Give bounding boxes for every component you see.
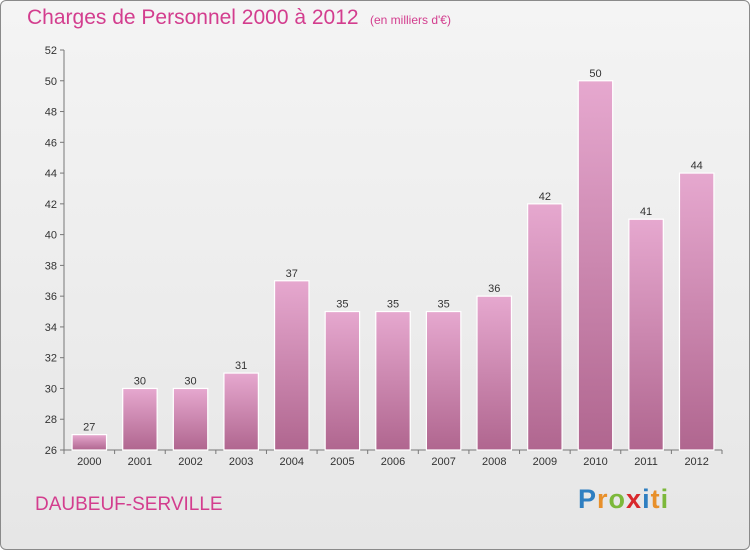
- x-tick-label: 2000: [77, 456, 101, 468]
- y-tick-label: 48: [45, 107, 57, 119]
- logo-letter: r: [597, 484, 609, 514]
- data-label: 35: [336, 299, 348, 311]
- x-tick-label: 2006: [381, 456, 405, 468]
- logo-letter: o: [608, 484, 627, 514]
- logo-letter: P: [578, 484, 598, 514]
- x-tick-label: 2005: [330, 456, 354, 468]
- bar: [678, 172, 715, 451]
- bar: [425, 310, 462, 451]
- y-tick-label: 40: [45, 230, 57, 242]
- y-axis: 26 28 30 32 34 36 38 40 42 44 46 48 50 52: [45, 45, 65, 457]
- bar: [324, 310, 361, 451]
- y-tick-label: 38: [45, 260, 57, 272]
- logo-letter: t: [650, 484, 661, 514]
- x-tick-label: 2004: [280, 456, 304, 468]
- bar: [223, 372, 259, 451]
- y-tick-label: 52: [45, 45, 57, 57]
- data-label: 30: [134, 375, 146, 387]
- bar: [527, 203, 563, 451]
- data-label: 50: [589, 68, 601, 80]
- x-tick-label: 2003: [229, 456, 253, 468]
- y-tick-label: 46: [45, 137, 57, 149]
- chart-title: Charges de Personnel 2000 à 2012: [27, 6, 359, 29]
- y-tick-label: 32: [45, 353, 57, 365]
- data-label: 44: [691, 160, 703, 172]
- logo-letter: i: [642, 484, 651, 514]
- bar: [476, 295, 513, 451]
- bars: [71, 80, 715, 451]
- logo-letter: x: [626, 484, 643, 514]
- bar: [172, 387, 209, 451]
- x-tick-label: 2001: [128, 456, 152, 468]
- data-label: 36: [488, 283, 500, 295]
- data-label: 41: [640, 206, 652, 218]
- y-tick-label: 44: [45, 168, 57, 180]
- proxiti-logo: Proxiti: [578, 484, 669, 515]
- bar: [628, 218, 664, 451]
- data-label: 27: [83, 422, 95, 434]
- x-tick-label: 2002: [178, 456, 202, 468]
- bar: [122, 387, 158, 451]
- bar: [375, 310, 411, 451]
- data-label: 42: [539, 191, 551, 203]
- x-axis: 2000 2001 2002 2003 2004 2005 2006 2007 2008 2009…: [63, 449, 723, 468]
- place-name: DAUBEUF-SERVILLE: [35, 494, 223, 515]
- y-tick-label: 30: [45, 383, 57, 395]
- bar: [71, 434, 108, 451]
- x-tick-label: 2012: [684, 456, 708, 468]
- x-tick-label: 2009: [533, 456, 557, 468]
- x-tick-label: 2010: [583, 456, 607, 468]
- bar: [577, 80, 614, 451]
- y-tick-label: 36: [45, 291, 57, 303]
- data-label: 35: [387, 299, 399, 311]
- value-labels: 27 30 30 31 37 35 35 35 36 42 50 41 44: [83, 68, 703, 434]
- logo-letter: i: [660, 484, 670, 514]
- data-label: 35: [437, 299, 449, 311]
- y-tick-label: 28: [45, 414, 57, 426]
- x-tick-label: 2008: [482, 456, 506, 468]
- y-tick-label: 50: [45, 76, 57, 88]
- chart-subtitle: (en milliers d'€): [370, 13, 451, 27]
- x-tick-label: 2007: [431, 456, 455, 468]
- data-label: 37: [286, 268, 298, 280]
- x-tick-label: 2011: [634, 456, 658, 468]
- data-label: 30: [184, 375, 196, 387]
- y-tick-label: 34: [45, 322, 57, 334]
- data-label: 31: [235, 360, 247, 372]
- y-tick-label: 42: [45, 199, 57, 211]
- bar: [273, 280, 310, 451]
- y-tick-label: 26: [45, 445, 57, 457]
